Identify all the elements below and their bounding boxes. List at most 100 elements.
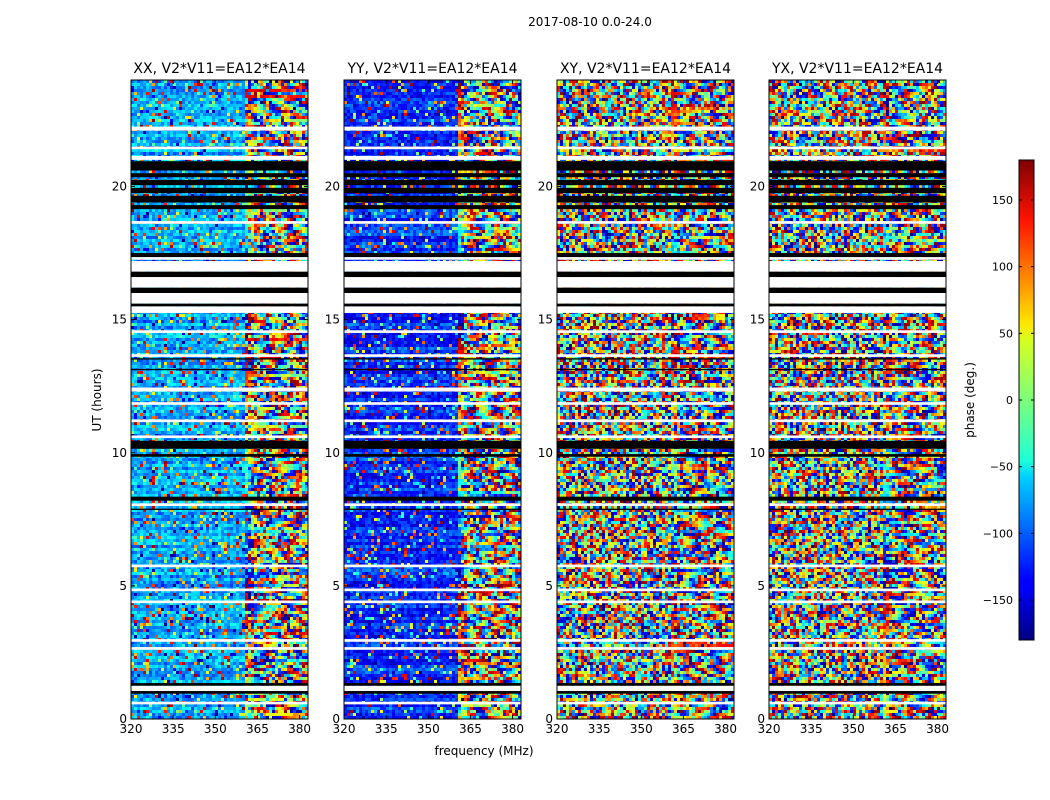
blank-band <box>131 221 308 224</box>
blank-band <box>769 261 946 272</box>
flagged-band <box>131 691 308 694</box>
blank-band <box>344 564 521 568</box>
panel-xx: XX, V2*V11=EA12*EA14 320 335 350 365 380 0 5 10 1… <box>112 61 311 736</box>
blank-band <box>557 221 734 224</box>
blank-band <box>557 155 734 160</box>
flagged-band <box>131 253 308 258</box>
panel-frame <box>768 79 947 720</box>
blank-band <box>769 419 946 423</box>
panel-yx: YX, V2*V11=EA12*EA14 320 335 350 365 380 0 5 10 1… <box>750 61 949 736</box>
y-tick-label: 15 <box>325 313 340 327</box>
flagged-band <box>769 508 946 510</box>
flagged-band <box>557 496 734 501</box>
y-tick-label: 15 <box>538 313 553 327</box>
y-tick-label: 10 <box>538 446 553 460</box>
flagged-band <box>131 187 308 194</box>
blank-band <box>344 277 521 288</box>
blank-band <box>769 155 946 160</box>
blank-band <box>131 306 308 313</box>
flagged-band <box>769 205 946 210</box>
blank-band <box>131 600 308 604</box>
x-tick-label: 350 <box>842 722 865 736</box>
blank-band <box>769 639 946 642</box>
x-tick-label: 350 <box>417 722 440 736</box>
flagged-band <box>131 173 308 178</box>
flagged-band <box>344 187 521 194</box>
blank-band <box>344 701 521 705</box>
blank-band <box>131 588 308 592</box>
flagged-band <box>769 368 946 371</box>
heatmap-cells <box>557 80 734 719</box>
colorbar-tick-label: 150 <box>992 194 1013 207</box>
flagged-band <box>344 195 521 203</box>
panel-title: XX, V2*V11=EA12*EA14 <box>133 61 305 77</box>
x-tick-label: 320 <box>758 722 781 736</box>
flagged-band <box>557 187 734 194</box>
colorbar-tick-label: −150 <box>983 594 1013 607</box>
flagged-band <box>557 287 734 293</box>
x-tick-label: 335 <box>162 722 185 736</box>
blank-band <box>557 387 734 392</box>
flagged-band <box>557 454 734 457</box>
y-tick-label: 0 <box>757 712 765 726</box>
blank-band <box>769 126 946 131</box>
flagged-band <box>557 195 734 203</box>
blank-band <box>769 277 946 288</box>
flagged-band <box>769 187 946 194</box>
flagged-band <box>344 205 521 210</box>
flagged-band <box>769 287 946 293</box>
blank-band <box>344 685 521 692</box>
blank-band <box>769 402 946 405</box>
blank-band <box>557 588 734 592</box>
flagged-band <box>131 271 308 278</box>
panel-frame <box>343 79 522 720</box>
flagged-band <box>131 454 308 457</box>
blank-band <box>557 503 734 506</box>
flagged-band <box>131 440 308 449</box>
y-tick-label: 0 <box>332 712 340 726</box>
flagged-band <box>769 271 946 278</box>
flagged-band <box>131 195 308 203</box>
y-tick-label: 5 <box>757 579 765 593</box>
blank-band <box>557 261 734 272</box>
y-tick-label: 20 <box>112 180 127 194</box>
flagged-band <box>769 358 946 360</box>
blank-band <box>557 126 734 131</box>
flagged-band <box>769 161 946 171</box>
x-tick-label: 365 <box>459 722 482 736</box>
flagged-band <box>557 161 734 171</box>
panel-title: YY, V2*V11=EA12*EA14 <box>346 61 517 77</box>
blank-band <box>344 503 521 506</box>
blank-band <box>131 146 308 150</box>
heatmap-cells <box>131 80 308 719</box>
flagged-band <box>769 303 946 307</box>
flagged-band <box>769 496 946 501</box>
flagged-band <box>131 179 308 186</box>
blank-band <box>131 419 308 423</box>
blank-band <box>344 419 521 423</box>
flagged-band <box>344 358 521 360</box>
flagged-band <box>344 173 521 178</box>
blank-band <box>769 685 946 692</box>
flagged-band <box>769 691 946 694</box>
blank-band <box>557 701 734 705</box>
blank-band <box>131 639 308 642</box>
flagged-band <box>557 303 734 307</box>
blank-band <box>131 155 308 160</box>
blank-band <box>344 257 521 260</box>
blank-band <box>769 503 946 506</box>
flagged-band <box>344 287 521 293</box>
colorbar: 150 100 50 0 −50 −100 −150 phase (deg.) <box>963 159 1035 641</box>
flagged-band <box>557 179 734 186</box>
colorbar-tick-label: −100 <box>983 527 1013 540</box>
blank-band <box>131 503 308 506</box>
blank-band <box>344 293 521 304</box>
blank-band <box>557 564 734 568</box>
blank-band <box>131 261 308 272</box>
flagged-band <box>769 173 946 178</box>
x-tick-label: 380 <box>288 722 311 736</box>
x-tick-label: 335 <box>588 722 611 736</box>
colorbar-ticks: 150 100 50 0 −50 −100 −150 <box>983 194 1034 607</box>
colorbar-label: phase (deg.) <box>963 362 977 438</box>
x-tick-label: 335 <box>800 722 823 736</box>
